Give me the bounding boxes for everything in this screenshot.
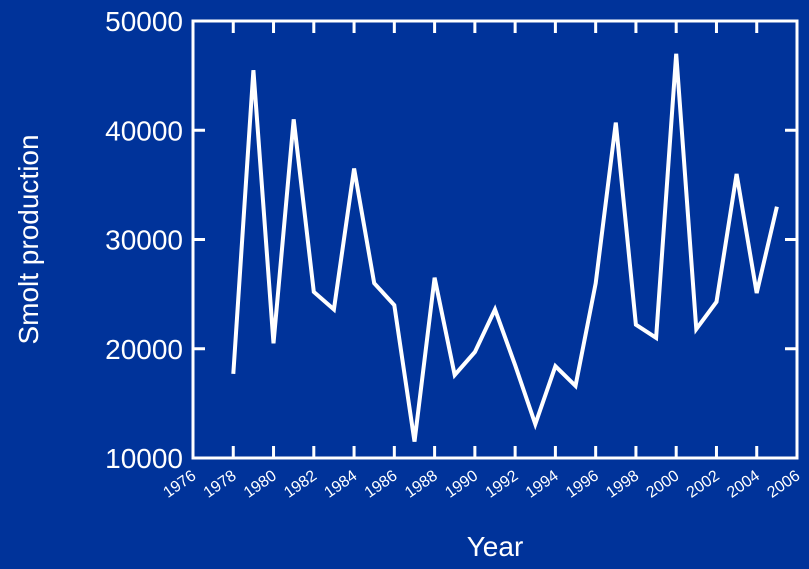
y-axis-label: Smolt production bbox=[13, 134, 44, 344]
x-axis-label: Year bbox=[467, 531, 524, 562]
y-tick-label: 40000 bbox=[105, 115, 183, 146]
y-tick-label: 50000 bbox=[105, 6, 183, 37]
series-line bbox=[231, 53, 779, 442]
y-tick-label: 30000 bbox=[105, 225, 183, 256]
y-tick-label: 10000 bbox=[105, 443, 183, 474]
y-tick-label: 20000 bbox=[105, 334, 183, 365]
y-axis: 10000 20000 30000 40000 50000 bbox=[105, 6, 797, 474]
